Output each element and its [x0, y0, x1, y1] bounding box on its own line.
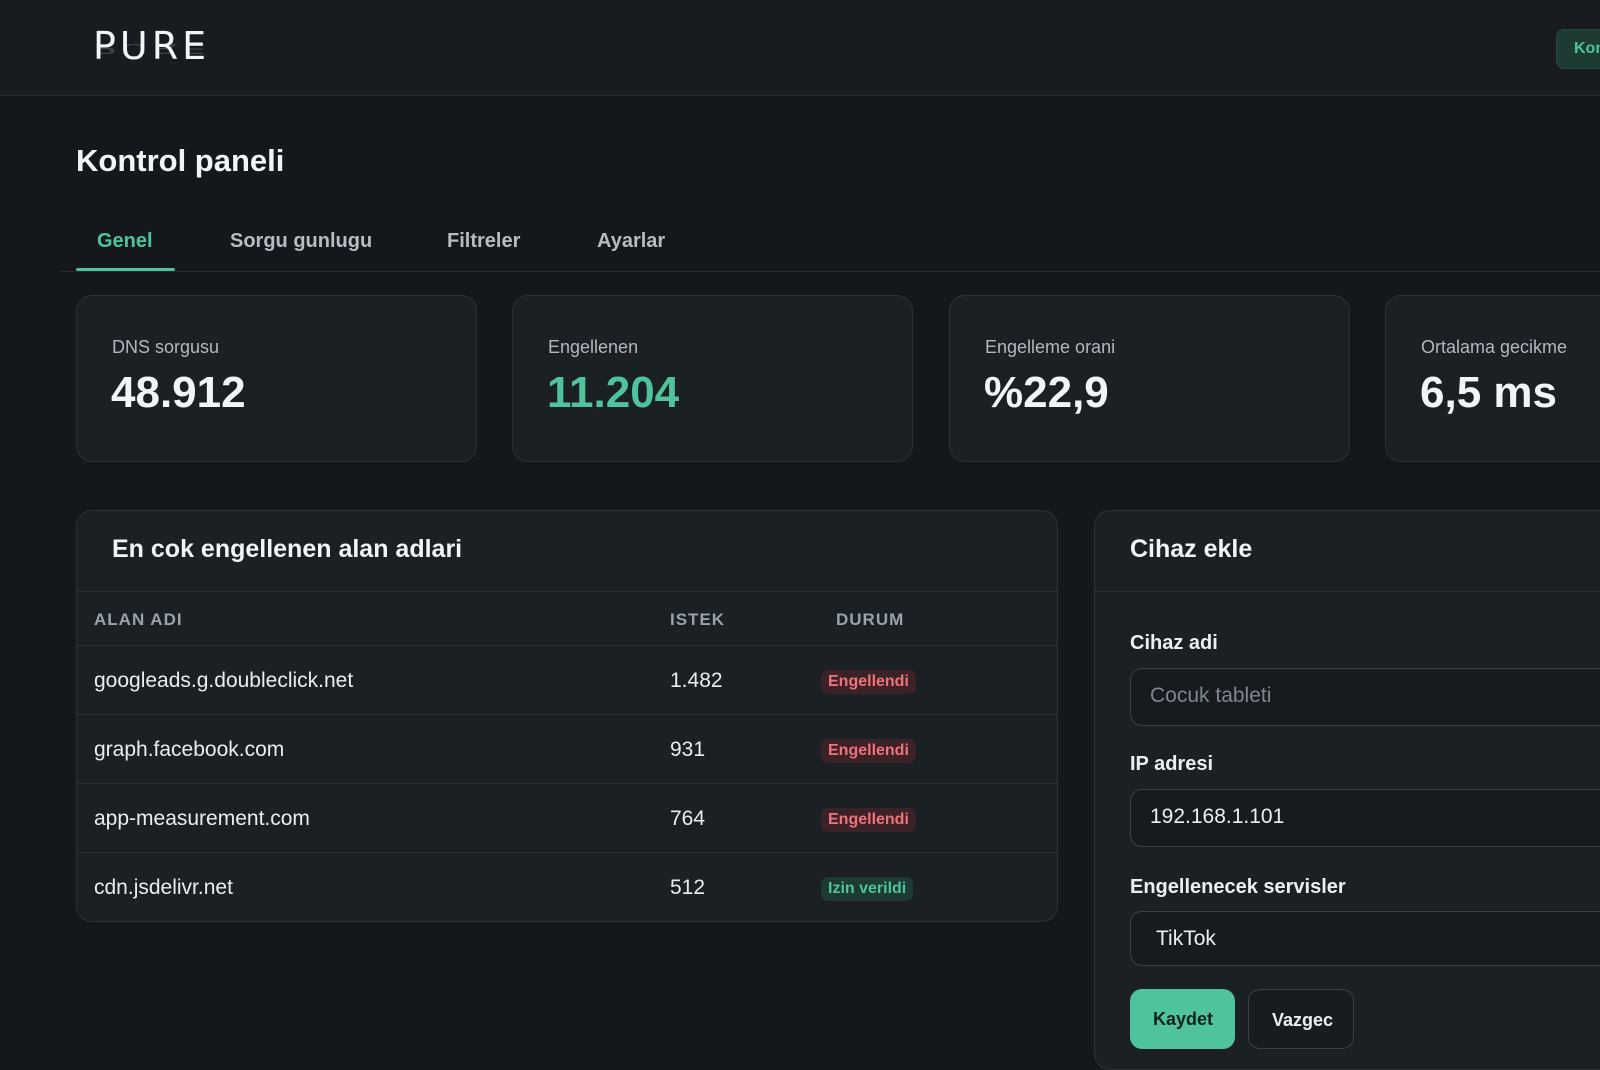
stat-card-dns-queries: DNS sorgusu 48.912 — [76, 295, 477, 462]
blocked-services-label: Engellenecek servisler — [1130, 876, 1346, 898]
domain-cell: app-measurement.com — [94, 807, 310, 830]
stat-value: 48.912 — [111, 368, 246, 417]
domain-cell: graph.facebook.com — [94, 738, 285, 761]
ip-address-label: IP adresi — [1130, 753, 1214, 775]
tab-genel[interactable]: Genel — [97, 230, 153, 252]
table-row[interactable]: graph.facebook.com 931 Engellendi — [77, 715, 1057, 784]
stat-label: Ortalama gecikme — [1421, 337, 1568, 357]
request-count-cell: 931 — [670, 738, 706, 761]
active-tab-indicator — [76, 268, 175, 271]
stat-card-blocked: Engellenen 11.204 — [512, 295, 913, 462]
save-button[interactable]: Kaydet — [1130, 989, 1235, 1049]
table-row[interactable]: googleads.g.doubleclick.net 1.482 Engell… — [77, 646, 1057, 715]
stat-card-block-rate: Engelleme orani %22,9 — [949, 295, 1350, 462]
device-name-input[interactable]: Cocuk tableti — [1130, 668, 1600, 726]
column-header-status: DURUM — [836, 610, 905, 629]
tab-bar: Genel Sorgu gunlugu Filtreler Ayarlar — [60, 222, 1600, 272]
status-badge: Engellendi — [821, 808, 916, 832]
stat-value: 6,5 ms — [1420, 368, 1557, 417]
tab-ayarlar[interactable]: Ayarlar — [597, 230, 666, 252]
request-count-cell: 512 — [670, 876, 706, 899]
status-badge: Engellendi — [821, 739, 916, 763]
stat-card-avg-latency: Ortalama gecikme 6,5 ms — [1385, 295, 1600, 462]
stat-label: Engelleme orani — [985, 337, 1116, 357]
request-count-cell: 764 — [670, 807, 706, 830]
stat-label: Engellenen — [548, 337, 639, 357]
column-header-requests: ISTEK — [670, 610, 726, 629]
logo[interactable]: PURE — [93, 24, 211, 68]
top-blocked-domains-panel: En cok engellenen alan adlari ALAN ADI I… — [76, 510, 1058, 922]
request-count-cell: 1.482 — [670, 669, 723, 692]
divider — [77, 591, 1057, 592]
divider — [1095, 591, 1600, 592]
logo-reflection: PURE — [93, 40, 211, 56]
page-title: Kontrol paneli — [76, 143, 285, 178]
stat-value: %22,9 — [984, 368, 1109, 417]
ip-address-input[interactable]: 192.168.1.101 — [1130, 789, 1600, 847]
table-row[interactable]: cdn.jsdelivr.net 512 Izin verildi — [77, 853, 1057, 922]
cancel-button[interactable]: Vazgec — [1248, 989, 1354, 1049]
table-row[interactable]: app-measurement.com 764 Engellendi — [77, 784, 1057, 853]
status-badge: Izin verildi — [821, 877, 914, 901]
tab-filtreler[interactable]: Filtreler — [447, 230, 521, 252]
panel-title: Cihaz ekle — [1130, 535, 1253, 563]
top-bar: PURE PURE Kontrol — [0, 0, 1600, 96]
blocked-services-select[interactable]: TikTok — [1130, 911, 1600, 966]
domain-cell: cdn.jsdelivr.net — [94, 876, 233, 899]
add-device-panel: Cihaz ekle Cihaz adi Cocuk tableti IP ad… — [1094, 510, 1600, 1070]
stat-value: 11.204 — [547, 368, 680, 417]
stat-label: DNS sorgusu — [112, 337, 220, 357]
table-body: googleads.g.doubleclick.net 1.482 Engell… — [77, 646, 1057, 922]
device-name-label: Cihaz adi — [1130, 632, 1218, 654]
status-badge: Engellendi — [821, 670, 916, 694]
header-action-button[interactable]: Kontrol — [1556, 29, 1600, 69]
column-header-domain: ALAN ADI — [94, 610, 183, 629]
domain-cell: googleads.g.doubleclick.net — [94, 669, 354, 692]
panel-title: En cok engellenen alan adlari — [112, 535, 463, 563]
divider — [77, 645, 1057, 646]
tab-sorgu-gunlugu[interactable]: Sorgu gunlugu — [230, 230, 373, 252]
